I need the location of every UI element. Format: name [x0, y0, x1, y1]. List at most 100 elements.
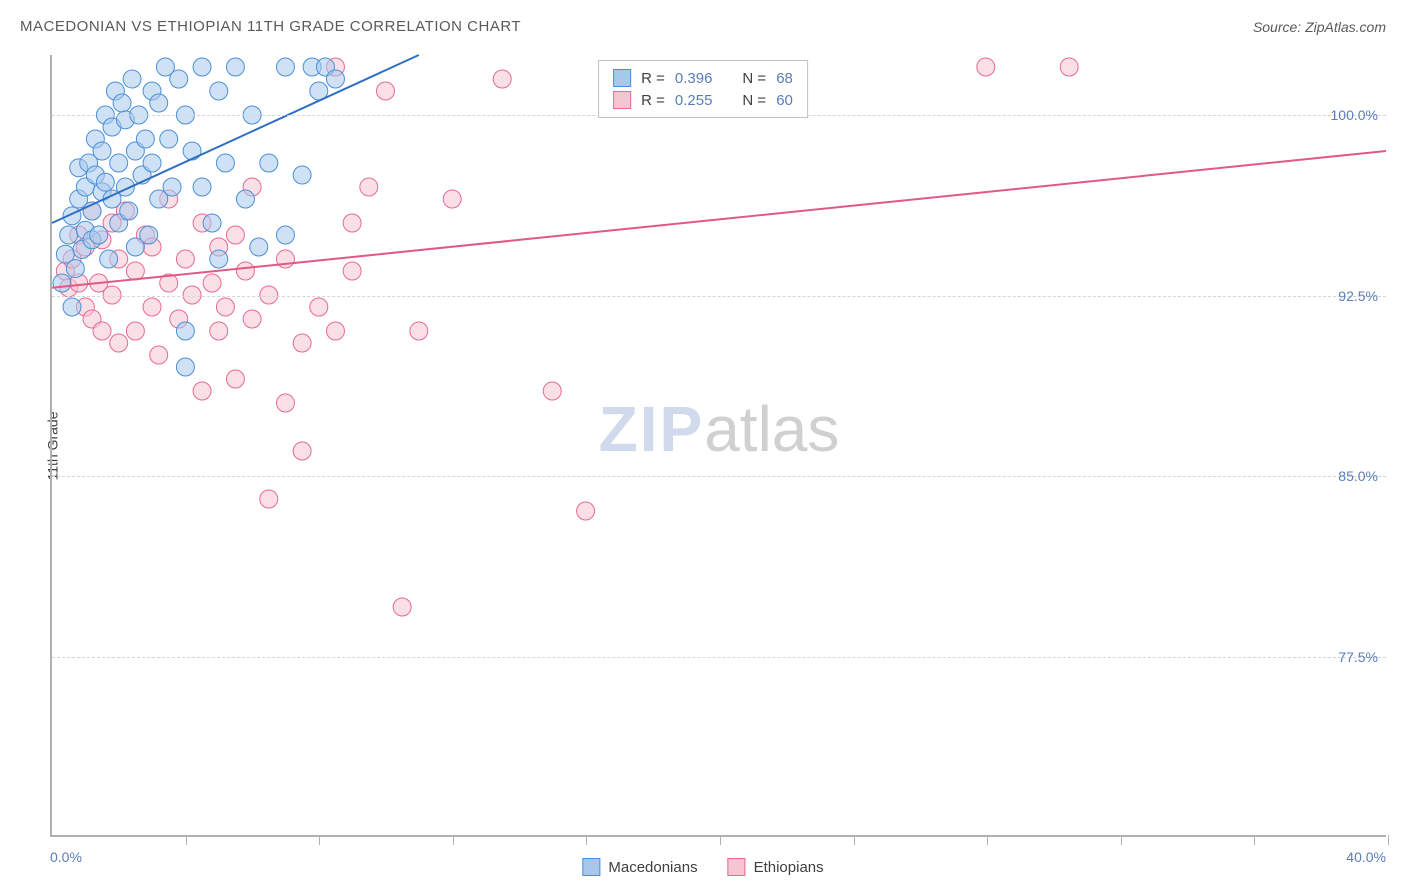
scatter-point [90, 226, 108, 244]
x-tick [186, 835, 187, 845]
series-legend-item: Ethiopians [728, 858, 824, 876]
scatter-point [126, 262, 144, 280]
legend-swatch [728, 858, 746, 876]
legend-row: R = 0.255 N = 60 [613, 89, 793, 111]
x-tick [319, 835, 320, 845]
legend-n-value: 68 [776, 70, 793, 87]
scatter-point [93, 142, 111, 160]
series-legend-label: Ethiopians [754, 859, 824, 876]
scatter-point [443, 190, 461, 208]
scatter-point [326, 70, 344, 88]
plot-area: ZIPatlas 77.5%85.0%92.5%100.0% [50, 55, 1386, 837]
legend-row: R = 0.396 N = 68 [613, 67, 793, 89]
x-tick [987, 835, 988, 845]
scatter-point [243, 310, 261, 328]
scatter-point [216, 154, 234, 172]
chart-source: Source: ZipAtlas.com [1253, 19, 1386, 35]
trendline [52, 151, 1386, 288]
scatter-point [136, 130, 154, 148]
scatter-point [176, 322, 194, 340]
scatter-point [66, 260, 84, 278]
scatter-point [236, 190, 254, 208]
scatter-point [100, 250, 118, 268]
scatter-point [377, 82, 395, 100]
scatter-point [203, 274, 221, 292]
x-tick [1388, 835, 1389, 845]
y-tick-label: 85.0% [1338, 468, 1378, 484]
scatter-point [93, 322, 111, 340]
legend-r-label: R = [641, 92, 665, 109]
scatter-point [226, 370, 244, 388]
legend-n-label: N = [742, 92, 766, 109]
scatter-point [216, 298, 234, 316]
scatter-point [193, 178, 211, 196]
scatter-point [1060, 58, 1078, 76]
x-tick [1121, 835, 1122, 845]
scatter-point [343, 214, 361, 232]
scatter-point [360, 178, 378, 196]
scatter-point [176, 358, 194, 376]
legend-n-label: N = [742, 70, 766, 87]
plot-svg [52, 55, 1386, 835]
scatter-point [493, 70, 511, 88]
scatter-point [210, 250, 228, 268]
scatter-point [260, 490, 278, 508]
scatter-point [193, 58, 211, 76]
scatter-point [250, 238, 268, 256]
x-tick [1254, 835, 1255, 845]
scatter-point [110, 154, 128, 172]
y-tick-label: 92.5% [1338, 288, 1378, 304]
gridline [52, 296, 1386, 297]
scatter-point [293, 334, 311, 352]
scatter-point [343, 262, 361, 280]
legend-r-value: 0.396 [675, 70, 713, 87]
scatter-point [236, 262, 254, 280]
scatter-point [293, 442, 311, 460]
scatter-point [293, 166, 311, 184]
scatter-point [276, 58, 294, 76]
legend-swatch [582, 858, 600, 876]
legend-n-value: 60 [776, 92, 793, 109]
y-tick-label: 100.0% [1331, 107, 1378, 123]
scatter-point [226, 58, 244, 76]
scatter-point [410, 322, 428, 340]
scatter-point [183, 142, 201, 160]
chart-title: MACEDONIAN VS ETHIOPIAN 11TH GRADE CORRE… [20, 18, 521, 35]
plot-container: ZIPatlas 77.5%85.0%92.5%100.0% 0.0% 40.0… [50, 55, 1386, 837]
scatter-point [276, 394, 294, 412]
gridline [52, 476, 1386, 477]
x-tick [586, 835, 587, 845]
scatter-point [126, 322, 144, 340]
series-legend: Macedonians Ethiopians [582, 858, 823, 876]
scatter-point [326, 322, 344, 340]
trendline [52, 55, 419, 223]
scatter-point [163, 178, 181, 196]
scatter-point [143, 298, 161, 316]
scatter-point [260, 154, 278, 172]
scatter-point [110, 334, 128, 352]
scatter-point [543, 382, 561, 400]
scatter-point [60, 226, 78, 244]
legend-r-value: 0.255 [675, 92, 713, 109]
scatter-point [123, 70, 141, 88]
series-legend-item: Macedonians [582, 858, 697, 876]
scatter-point [150, 94, 168, 112]
scatter-point [977, 58, 995, 76]
legend-r-label: R = [641, 70, 665, 87]
scatter-point [193, 382, 211, 400]
scatter-point [113, 94, 131, 112]
x-axis-max-label: 40.0% [1346, 849, 1386, 865]
scatter-point [226, 226, 244, 244]
scatter-point [143, 154, 161, 172]
scatter-point [577, 502, 595, 520]
x-tick [720, 835, 721, 845]
scatter-point [120, 202, 138, 220]
legend-swatch [613, 69, 631, 87]
scatter-point [210, 322, 228, 340]
scatter-point [140, 226, 158, 244]
scatter-point [310, 298, 328, 316]
scatter-point [96, 173, 114, 191]
scatter-point [53, 274, 71, 292]
x-axis-min-label: 0.0% [50, 849, 82, 865]
correlation-legend: R = 0.396 N = 68 R = 0.255 N = 60 [598, 60, 808, 118]
